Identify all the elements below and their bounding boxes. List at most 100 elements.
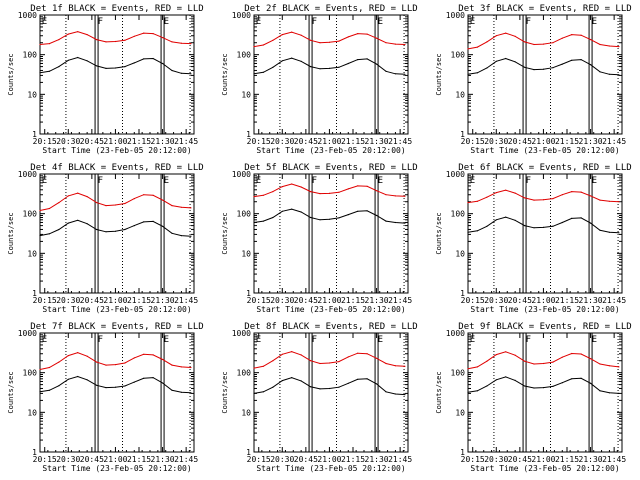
data-point-events [467,391,469,393]
y-tick-label: 100 [451,369,466,378]
data-point-lld [291,351,293,353]
y-tick-label: 1 [246,448,251,457]
data-point-lld [514,35,516,37]
marker-label: F [526,176,531,186]
data-point-events [338,217,340,219]
data-point-lld [505,351,507,353]
data-point-lld [105,364,107,366]
x-tick-label: 20:45 [508,296,532,305]
data-point-lld [58,39,60,41]
data-point-lld [394,43,396,45]
data-point-lld [599,199,601,201]
x-tick-label: 21:15 [555,455,579,464]
y-tick-label: 1 [246,130,251,139]
data-point-events [114,67,116,69]
y-axis-label: Counts/sec [435,212,443,254]
data-point-events [385,391,387,393]
x-tick-label: 20:30 [270,137,294,146]
data-point-lld [152,33,154,35]
data-point-lld [310,39,312,41]
data-point-events [618,232,620,234]
data-point-lld [580,34,582,36]
x-tick-label: 21:45 [602,455,626,464]
y-tick-label: 100 [23,51,38,60]
data-point-events [180,235,182,237]
data-point-events [48,70,51,72]
marker-label: E [256,335,261,345]
data-point-lld [48,366,51,369]
data-point-lld [514,354,516,356]
data-point-events [618,74,620,76]
data-point-events [495,379,497,381]
data-point-events [476,390,478,392]
data-point-events [67,378,69,380]
data-point-events [281,380,283,382]
data-point-lld [253,196,255,198]
data-point-lld [571,191,573,193]
data-point-lld [366,185,368,187]
data-point-lld [253,46,255,48]
data-point-lld [533,363,535,365]
x-tick-label: 20:30 [56,455,80,464]
data-point-events [608,392,611,394]
data-point-events [86,60,88,62]
data-point-events [524,225,526,227]
data-point-events [599,229,601,231]
data-point-events [133,381,135,383]
data-point-lld [143,32,145,34]
data-point-events [105,67,107,69]
data-point-events [618,392,620,394]
data-point-events [357,210,359,212]
data-point-events [171,389,173,391]
data-point-events [590,64,592,66]
data-point-events [272,386,274,388]
data-point-lld [608,365,611,367]
marker-label: F [98,335,103,345]
series-line-events [253,57,405,75]
data-point-events [467,231,469,233]
y-tick-label: 100 [237,210,252,219]
data-point-lld [281,353,283,355]
data-point-lld [48,43,51,45]
data-point-lld [133,35,135,37]
data-point-lld [319,42,321,44]
data-point-events [67,222,69,224]
marker-label: E [470,17,475,27]
marker-label: F [526,335,531,345]
x-tick-label: 21:45 [602,137,626,146]
data-point-events [385,70,387,72]
data-point-events [96,65,98,67]
data-point-events [39,235,41,237]
y-tick-label: 1 [32,289,37,298]
data-point-events [357,378,359,380]
y-tick-label: 1 [460,130,465,139]
data-point-lld [262,194,264,196]
data-point-events [48,233,51,235]
data-point-events [328,67,330,69]
data-point-events [272,216,274,219]
data-point-lld [590,358,592,360]
data-point-events [571,378,573,380]
data-point-lld [552,198,554,200]
x-tick-label: 20:30 [270,296,294,305]
data-point-events [77,56,79,59]
data-point-events [514,61,516,63]
data-point-lld [476,200,478,202]
y-tick-label: 1 [460,289,465,298]
y-tick-label: 100 [23,210,38,219]
data-point-events [152,57,154,60]
x-tick-label: 21:45 [388,137,412,146]
data-point-events [253,221,255,224]
data-point-events [310,216,312,219]
data-point-events [394,221,396,224]
y-tick-label: 1000 [446,170,465,179]
data-point-lld [58,202,60,204]
plot-frame [253,332,409,453]
data-point-events [357,59,359,61]
data-point-events [300,380,302,382]
data-point-lld [495,192,497,194]
data-point-lld [618,201,620,203]
data-point-events [338,386,340,388]
data-point-events [338,66,340,68]
data-point-lld [39,368,41,371]
